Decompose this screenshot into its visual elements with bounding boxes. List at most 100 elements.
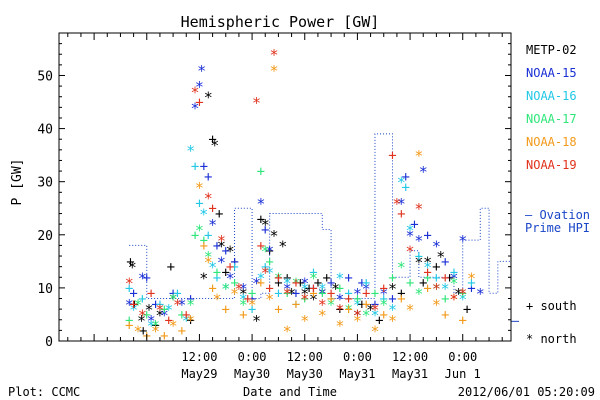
data-point: +: [222, 302, 230, 318]
x-tick-date-label: May31: [392, 367, 428, 381]
x-axis-label: Date and Time: [243, 385, 337, 399]
data-point: *: [291, 275, 300, 293]
data-point: *: [239, 291, 248, 309]
plot-credit: Plot: CCMC: [8, 385, 80, 399]
data-point: +: [186, 292, 194, 308]
data-point: +: [292, 297, 300, 313]
x-tick-time-label: 12:00: [181, 350, 217, 364]
data-point: *: [366, 301, 375, 319]
data-point: +: [397, 286, 405, 302]
data-point: *: [217, 232, 226, 250]
data-point: *: [432, 237, 441, 255]
data-point: +: [445, 270, 453, 286]
data-point: +: [463, 302, 471, 318]
data-point: *: [449, 275, 458, 293]
data-point: *: [370, 301, 379, 319]
data-point: *: [397, 195, 406, 213]
data-point: *: [169, 291, 178, 309]
legend-entry: NOAA-17: [526, 112, 577, 126]
data-point: *: [210, 137, 219, 155]
data-point: *: [467, 269, 476, 287]
x-tick-date-label: May31: [339, 367, 375, 381]
legend-ovation-line2: Prime HPI: [525, 221, 590, 235]
x-tick-time-label: 12:00: [392, 350, 428, 364]
data-point: +: [432, 260, 440, 276]
data-point: *: [204, 190, 213, 208]
data-point: +: [257, 238, 265, 254]
data-point: *: [300, 312, 309, 330]
y-tick-label: 40: [37, 123, 53, 138]
data-point: *: [362, 280, 371, 298]
data-point: *: [270, 62, 279, 80]
data-point: +: [274, 270, 282, 286]
data-point: *: [318, 306, 327, 324]
data-point: *: [212, 291, 221, 309]
data-point: +: [423, 265, 431, 281]
data-point: *: [186, 312, 195, 330]
data-point: +: [459, 286, 467, 302]
data-point: *: [283, 285, 292, 303]
data-point: +: [410, 217, 418, 233]
data-point: *: [283, 322, 292, 340]
data-point: +: [191, 159, 199, 175]
data-point: +: [208, 201, 216, 217]
data-point: +: [213, 238, 221, 254]
data-point: +: [467, 276, 475, 292]
data-point: *: [379, 285, 388, 303]
data-point: +: [432, 270, 440, 286]
data-point: *: [406, 227, 415, 245]
data-point: +: [191, 228, 199, 244]
data-point: +: [401, 169, 409, 185]
data-point: *: [379, 296, 388, 314]
data-point: +: [283, 270, 291, 286]
data-point: +: [222, 244, 230, 260]
data-point: *: [353, 306, 362, 324]
data-point: *: [353, 285, 362, 303]
data-point: *: [388, 301, 397, 319]
data-point: *: [300, 291, 309, 309]
data-point: *: [186, 296, 195, 314]
data-point: +: [257, 212, 265, 228]
data-point: *: [458, 285, 467, 303]
data-point: *: [353, 312, 362, 330]
data-point: *: [191, 99, 200, 117]
data-point: +: [248, 302, 256, 318]
data-point: +: [125, 313, 133, 329]
data-point: *: [208, 259, 217, 277]
data-point: +: [129, 297, 137, 313]
data-point: +: [261, 222, 269, 238]
data-point: *: [144, 301, 153, 319]
data-point: *: [270, 46, 279, 64]
data-point: *: [195, 221, 204, 239]
data-point: +: [388, 270, 396, 286]
data-point: +: [215, 207, 223, 223]
data-point: +: [200, 159, 208, 175]
data-point: *: [318, 285, 327, 303]
legend-entry: NOAA-19: [526, 158, 577, 172]
data-point: +: [126, 254, 134, 270]
data-point: +: [344, 270, 352, 286]
data-point: +: [265, 244, 273, 260]
data-point: +: [248, 286, 256, 302]
data-point: +: [322, 270, 330, 286]
data-point: +: [261, 260, 269, 276]
data-point: *: [265, 243, 274, 261]
data-point: +: [309, 281, 317, 297]
data-point: +: [230, 260, 238, 276]
data-point: *: [133, 322, 142, 340]
data-point: +: [397, 292, 405, 308]
data-point: +: [230, 276, 238, 292]
data-point: +: [309, 286, 317, 302]
y-axis-ticks: 0 10 20 30 40 50: [37, 32, 511, 350]
data-point: +: [344, 286, 352, 302]
data-point: *: [125, 275, 134, 293]
data-point: *: [155, 301, 164, 319]
data-point: *: [370, 322, 379, 340]
data-point: *: [217, 237, 226, 255]
data-point: *: [147, 312, 156, 330]
data-point: +: [450, 265, 458, 281]
x-tick-time-label: 0:00: [238, 350, 267, 364]
data-point: +: [441, 254, 449, 270]
data-point: +: [200, 233, 208, 249]
